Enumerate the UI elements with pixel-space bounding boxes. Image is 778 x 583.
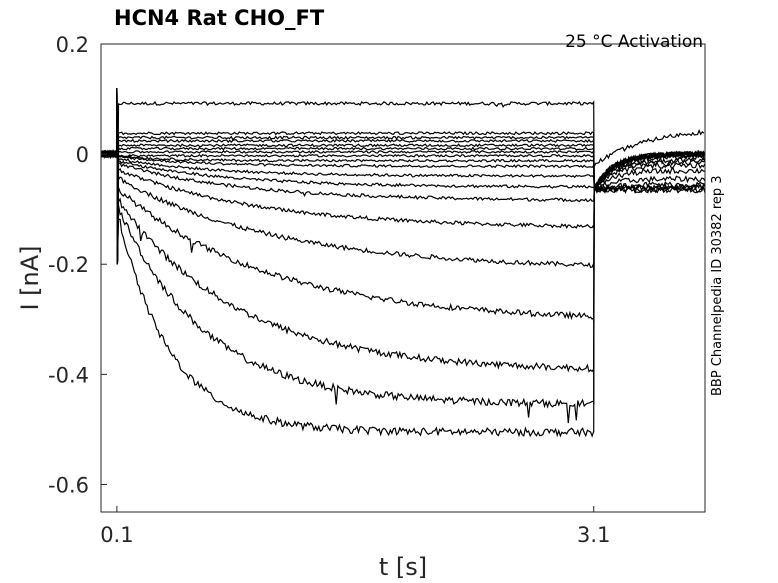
x-axis-ticks: 0.1 3.1 (100, 506, 610, 547)
x-axis-label: t [s] (379, 553, 427, 581)
current-trace (100, 87, 706, 270)
y-tick-label: -0.4 (48, 363, 89, 387)
y-tick-label: -0.2 (48, 253, 89, 277)
y-axis-label: I [nA] (16, 245, 44, 310)
dataset-id-label: BBP Channelpedia ID 30382 rep 3 (710, 175, 725, 396)
plot-area (100, 43, 706, 513)
current-trace (100, 87, 706, 438)
y-tick-label: 0.2 (56, 33, 89, 57)
x-tick-label: 0.1 (100, 523, 133, 547)
y-tick-label: -0.6 (48, 473, 89, 497)
y-axis-ticks: 0.2 0 -0.2 -0.4 -0.6 (48, 33, 107, 497)
y-tick-label: 0 (76, 143, 89, 167)
x-tick-label: 3.1 (577, 523, 610, 547)
temperature-annotation: 25 °C Activation (565, 32, 703, 52)
current-trace (100, 87, 706, 265)
current-trace (100, 87, 706, 265)
current-trace (100, 87, 706, 265)
current-trace (100, 87, 706, 265)
current-trace (100, 87, 706, 265)
trace-group (100, 87, 706, 438)
tail-trace (593, 129, 705, 167)
chart-title: HCN4 Rat CHO_FT (114, 6, 325, 30)
axes-box (100, 43, 706, 513)
